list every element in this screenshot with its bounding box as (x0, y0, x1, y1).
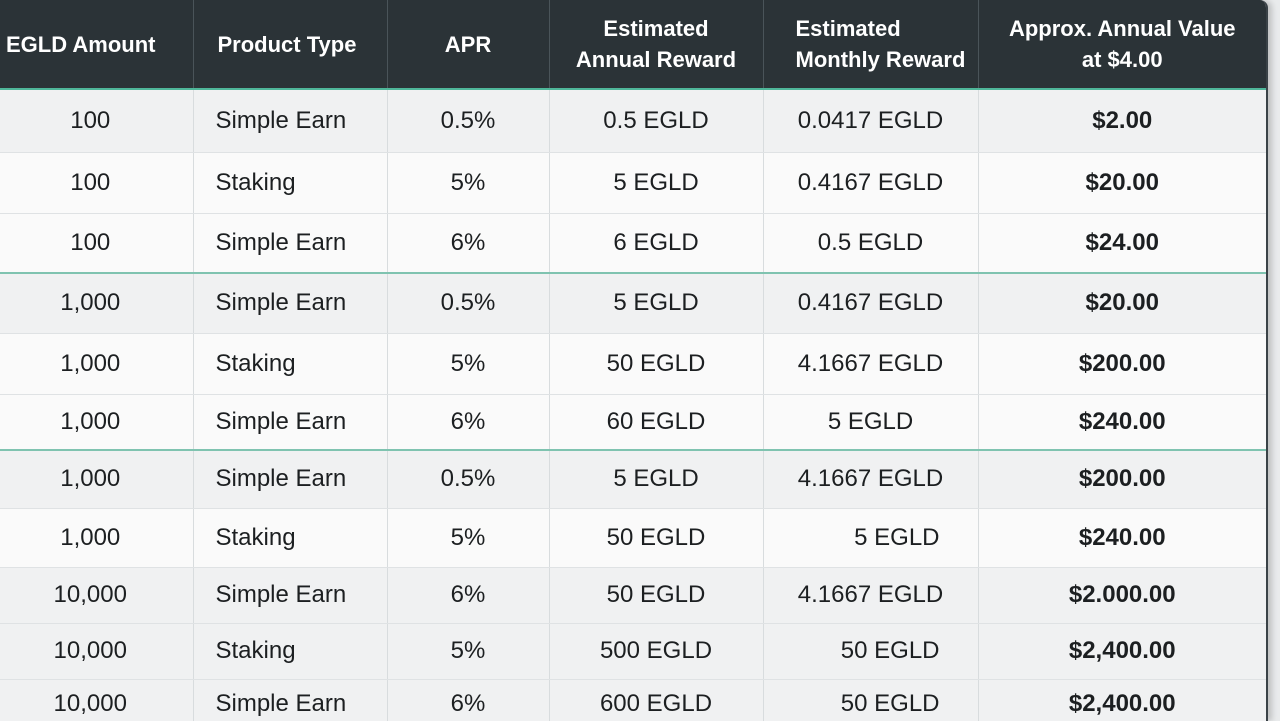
cell-product-type: Staking (193, 152, 388, 214)
header-annual-value: Approx. Annual Value at $4.00 (978, 0, 1266, 90)
cell-product-type: Simple Earn (193, 567, 388, 624)
cell-product-type: Simple Earn (193, 679, 388, 721)
cell-egld-amount: 10,000 (0, 623, 194, 680)
cell-product-type: Simple Earn (193, 213, 388, 274)
cell-monthly-reward: 5 EGLD (763, 508, 979, 568)
table-row: 100 Simple Earn 6% 6 EGLD 0.5 EGLD $24.0… (0, 213, 1266, 274)
header-product-type-text: Product Type (217, 31, 357, 57)
cell-apr: 0.5% (387, 89, 550, 153)
header-monthly-reward-line1: Estimated (795, 16, 901, 41)
cell-annual-reward: 50 EGLD (549, 333, 764, 395)
cell-egld-amount: 10,000 (0, 567, 194, 624)
cell-egld-amount: 1,000 (0, 333, 194, 395)
cell-egld-amount: 1,000 (0, 394, 194, 451)
cell-apr: 6% (387, 213, 550, 274)
table-row: 1,000 Simple Earn 6% 60 EGLD 5 EGLD $240… (0, 394, 1266, 451)
cell-annual-reward: 500 EGLD (549, 623, 764, 680)
table-row: 10,000 Simple Earn 6% 50 EGLD 4.1667 EGL… (0, 567, 1266, 624)
cell-apr: 6% (387, 567, 550, 624)
cell-monthly-reward: 4.1667 EGLD (763, 333, 979, 395)
table-row: 10,000 Staking 5% 500 EGLD 50 EGLD $2,40… (0, 623, 1266, 680)
header-monthly-reward: Estimated Monthly Reward (763, 0, 979, 90)
cell-product-type: Simple Earn (193, 89, 388, 153)
cell-apr: 5% (387, 333, 550, 395)
cell-annual-value: $20.00 (978, 152, 1266, 214)
cell-apr: 5% (387, 623, 550, 680)
cell-annual-reward: 600 EGLD (549, 679, 764, 721)
table-row: 1,000 Simple Earn 0.5% 5 EGLD 0.4167 EGL… (0, 272, 1266, 334)
header-egld-amount-text: EGLD Amount (6, 31, 156, 57)
table-body: 100 Simple Earn 0.5% 0.5 EGLD 0.0417 EGL… (0, 89, 1266, 721)
cell-annual-reward: 5 EGLD (549, 152, 764, 214)
cell-monthly-reward: 0.0417 EGLD (763, 89, 979, 153)
table-row: 10,000 Simple Earn 6% 600 EGLD 50 EGLD $… (0, 679, 1266, 721)
table-row: 1,000 Simple Earn 0.5% 5 EGLD 4.1667 EGL… (0, 449, 1266, 509)
cell-annual-value: $24.00 (978, 213, 1266, 274)
cell-apr: 0.5% (387, 449, 550, 509)
header-annual-value-line2: at $4.00 (1081, 47, 1163, 72)
cell-monthly-reward: 5 EGLD (763, 394, 979, 451)
cell-annual-reward: 5 EGLD (549, 272, 764, 334)
cell-annual-value: $240.00 (978, 508, 1266, 568)
cell-monthly-reward: 50 EGLD (763, 679, 979, 721)
table-row: 1,000 Staking 5% 50 EGLD 5 EGLD $240.00 (0, 508, 1266, 568)
cell-product-type: Simple Earn (193, 272, 388, 334)
cell-apr: 5% (387, 508, 550, 568)
header-annual-reward-line2: Annual Reward (575, 47, 737, 72)
table-row: 100 Simple Earn 0.5% 0.5 EGLD 0.0417 EGL… (0, 89, 1266, 153)
cell-egld-amount: 100 (0, 152, 194, 214)
cell-egld-amount: 1,000 (0, 272, 194, 334)
cell-product-type: Staking (193, 333, 388, 395)
cell-annual-reward: 0.5 EGLD (549, 89, 764, 153)
cell-egld-amount: 100 (0, 89, 194, 153)
cell-product-type: Staking (193, 623, 388, 680)
cell-monthly-reward: 4.1667 EGLD (763, 449, 979, 509)
header-monthly-reward-line2: Monthly Reward (795, 47, 966, 72)
cell-apr: 6% (387, 679, 550, 721)
cell-egld-amount: 100 (0, 213, 194, 274)
cell-annual-reward: 6 EGLD (549, 213, 764, 274)
cell-egld-amount: 10,000 (0, 679, 194, 721)
cell-product-type: Staking (193, 508, 388, 568)
cell-annual-value: $240.00 (978, 394, 1266, 451)
header-product-type: Product Type (193, 0, 388, 90)
cell-annual-reward: 50 EGLD (549, 567, 764, 624)
cell-annual-value: $2,400.00 (978, 679, 1266, 721)
header-annual-value-line1: Approx. Annual Value (1008, 16, 1236, 41)
header-annual-reward: Estimated Annual Reward (549, 0, 764, 90)
cell-annual-value: $2,400.00 (978, 623, 1266, 680)
cell-apr: 5% (387, 152, 550, 214)
cell-product-type: Simple Earn (193, 449, 388, 509)
cell-monthly-reward: 0.4167 EGLD (763, 272, 979, 334)
cell-egld-amount: 1,000 (0, 449, 194, 509)
table-header-row: EGLD Amount Product Type APR Estimated A… (0, 0, 1266, 90)
cell-annual-value: $2.00 (978, 89, 1266, 153)
cell-annual-value: $2.000.00 (978, 567, 1266, 624)
cell-monthly-reward: 0.4167 EGLD (763, 152, 979, 214)
header-apr: APR (387, 0, 550, 90)
cell-monthly-reward: 50 EGLD (763, 623, 979, 680)
cell-monthly-reward: 0.5 EGLD (763, 213, 979, 274)
table-row: 100 Staking 5% 5 EGLD 0.4167 EGLD $20.00 (0, 152, 1266, 214)
header-annual-reward-line1: Estimated (603, 16, 709, 41)
cell-annual-value: $20.00 (978, 272, 1266, 334)
cell-annual-reward: 60 EGLD (549, 394, 764, 451)
cell-annual-value: $200.00 (978, 449, 1266, 509)
header-egld-amount: EGLD Amount (0, 0, 194, 90)
cell-apr: 6% (387, 394, 550, 451)
cell-apr: 0.5% (387, 272, 550, 334)
cell-egld-amount: 1,000 (0, 508, 194, 568)
cell-monthly-reward: 4.1667 EGLD (763, 567, 979, 624)
table-row: 1,000 Staking 5% 50 EGLD 4.1667 EGLD $20… (0, 333, 1266, 395)
cell-annual-value: $200.00 (978, 333, 1266, 395)
cell-annual-reward: 5 EGLD (549, 449, 764, 509)
header-apr-text: APR (444, 31, 492, 57)
cell-product-type: Simple Earn (193, 394, 388, 451)
cell-annual-reward: 50 EGLD (549, 508, 764, 568)
